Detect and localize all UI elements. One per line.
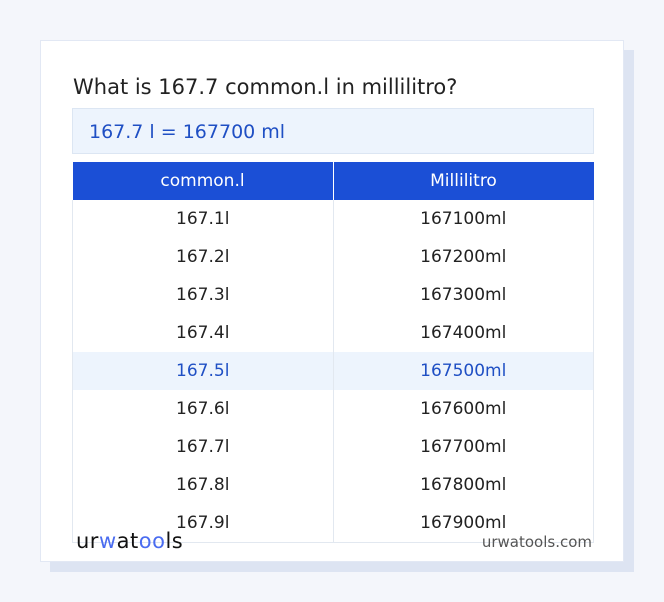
table-row: 167.1l 167100ml bbox=[72, 200, 594, 238]
millilitro-cell: 167700ml bbox=[332, 428, 594, 466]
table-row: 167.9l 167900ml bbox=[72, 504, 594, 543]
table-row: 167.5l 167500ml bbox=[72, 352, 594, 390]
table-row: 167.8l 167800ml bbox=[72, 466, 594, 504]
millilitro-cell: 167400ml bbox=[332, 314, 594, 352]
common-l-cell: 167.5l bbox=[72, 352, 334, 390]
common-l-cell: 167.4l bbox=[72, 314, 334, 352]
millilitro-cell: 167600ml bbox=[332, 390, 594, 428]
table-header: common.l Millilitro bbox=[72, 162, 594, 200]
common-l-cell: 167.1l bbox=[72, 200, 334, 238]
table-row: 167.4l 167400ml bbox=[72, 314, 594, 352]
millilitro-cell: 167900ml bbox=[332, 504, 594, 543]
urwatools-logo[interactable]: urwatools bbox=[76, 529, 184, 553]
millilitro-cell: 167100ml bbox=[332, 200, 594, 238]
header-common-l: common.l bbox=[72, 162, 333, 200]
converter-card: What is 167.7 common.l in millilitro? 16… bbox=[40, 40, 624, 562]
site-url[interactable]: urwatools.com bbox=[481, 533, 592, 551]
common-l-cell: 167.8l bbox=[72, 466, 334, 504]
table-row: 167.7l 167700ml bbox=[72, 428, 594, 466]
common-l-cell: 167.9l bbox=[72, 504, 334, 543]
header-millilitro: Millilitro bbox=[332, 162, 594, 200]
table-row: 167.6l 167600ml bbox=[72, 390, 594, 428]
table-row: 167.2l 167200ml bbox=[72, 238, 594, 276]
result-box: 167.7 l = 167700 ml bbox=[72, 108, 594, 154]
conversion-table: common.l Millilitro 167.1l 167100ml 167.2l… bbox=[72, 162, 594, 543]
millilitro-cell: 167800ml bbox=[332, 466, 594, 504]
millilitro-cell: 167500ml bbox=[332, 352, 594, 390]
common-l-cell: 167.6l bbox=[72, 390, 334, 428]
millilitro-cell: 167200ml bbox=[332, 238, 594, 276]
common-l-cell: 167.3l bbox=[72, 276, 334, 314]
millilitro-cell: 167300ml bbox=[332, 276, 594, 314]
table-row: 167.3l 167300ml bbox=[72, 276, 594, 314]
common-l-cell: 167.7l bbox=[72, 428, 334, 466]
page-title: What is 167.7 common.l in millilitro? bbox=[73, 75, 458, 99]
common-l-cell: 167.2l bbox=[72, 238, 334, 276]
